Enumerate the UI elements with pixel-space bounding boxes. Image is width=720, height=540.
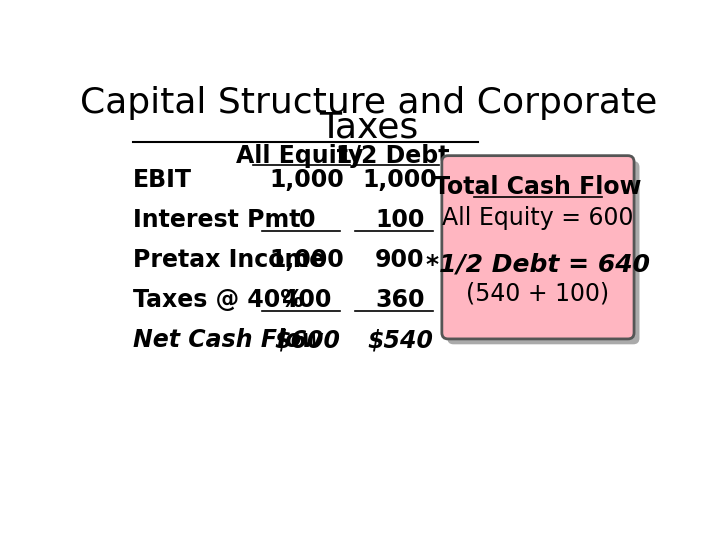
Text: 1,000: 1,000	[269, 168, 344, 192]
Text: 360: 360	[375, 288, 425, 313]
Text: *1/2 Debt = 640: *1/2 Debt = 640	[426, 252, 650, 276]
Text: Taxes @ 40%: Taxes @ 40%	[132, 288, 304, 313]
Text: 0: 0	[299, 208, 315, 232]
FancyBboxPatch shape	[442, 156, 634, 339]
Text: Interest Pmt: Interest Pmt	[132, 208, 300, 232]
Text: Capital Structure and Corporate: Capital Structure and Corporate	[81, 86, 657, 120]
Text: Total Cash Flow: Total Cash Flow	[434, 175, 642, 199]
Text: All Equity: All Equity	[235, 144, 363, 167]
Text: 1,000: 1,000	[269, 248, 344, 272]
FancyBboxPatch shape	[447, 161, 639, 345]
Text: Net Cash Flow: Net Cash Flow	[132, 328, 323, 353]
Text: Pretax Income: Pretax Income	[132, 248, 325, 272]
Text: 100: 100	[375, 208, 425, 232]
Text: 900: 900	[375, 248, 425, 272]
Text: $540: $540	[367, 328, 433, 353]
Text: $600: $600	[274, 328, 340, 353]
Text: Taxes: Taxes	[320, 111, 418, 145]
Text: (540 + 100): (540 + 100)	[467, 281, 610, 306]
Text: 1,000: 1,000	[363, 168, 437, 192]
Text: All Equity = 600: All Equity = 600	[442, 206, 634, 230]
Text: 1/2 Debt: 1/2 Debt	[336, 144, 449, 167]
Text: 400: 400	[282, 288, 332, 313]
Text: EBIT: EBIT	[132, 168, 192, 192]
